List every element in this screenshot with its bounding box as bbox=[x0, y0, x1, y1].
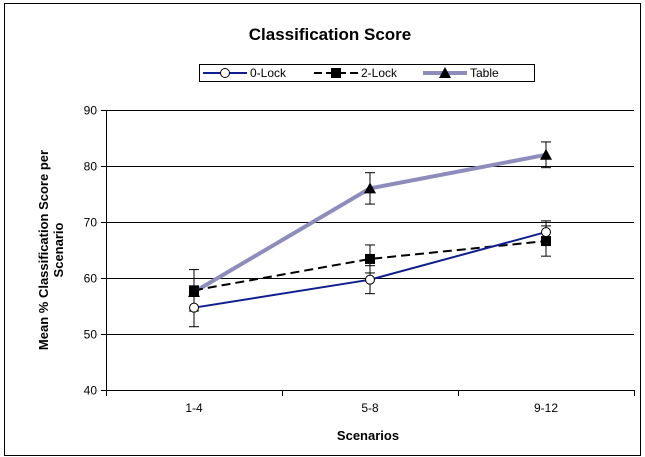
legend: 0-Lock 2-Lock Table bbox=[199, 64, 535, 82]
series-group bbox=[188, 141, 552, 328]
legend-item-table: Table bbox=[423, 66, 499, 80]
legend-box bbox=[199, 64, 535, 82]
legend-item-0-lock: 0-Lock bbox=[203, 66, 287, 80]
y-tick-labels: 40 50 60 70 80 90 bbox=[84, 104, 98, 398]
axes bbox=[101, 110, 635, 396]
legend-label-2-lock: 2-Lock bbox=[361, 66, 398, 80]
legend-label-0-lock: 0-Lock bbox=[250, 66, 287, 80]
data-point-2-lock bbox=[365, 253, 375, 264]
y-tick-label: 60 bbox=[84, 272, 98, 286]
y-tick-label: 70 bbox=[84, 216, 98, 230]
legend-item-2-lock: 2-Lock bbox=[314, 66, 398, 80]
data-point-0-lock bbox=[365, 274, 375, 285]
y-tick-label: 50 bbox=[84, 328, 98, 342]
x-tick-label: 9-12 bbox=[534, 401, 558, 415]
legend-marker-table bbox=[439, 67, 451, 78]
y-tick-label: 90 bbox=[84, 104, 98, 118]
x-tick-labels: 1-4 5-8 9-12 bbox=[185, 401, 558, 415]
legend-marker-2-lock bbox=[331, 68, 341, 78]
legend-label-table: Table bbox=[470, 66, 499, 80]
y-axis-title-line2: Scenario bbox=[51, 222, 66, 277]
chart-title: Classification Score bbox=[249, 25, 412, 44]
x-axis-title: Scenarios bbox=[337, 428, 399, 443]
x-tick-label: 1-4 bbox=[185, 401, 203, 415]
y-tick-label: 40 bbox=[84, 384, 98, 398]
y-axis-title-line1: Mean % Classification Score per bbox=[36, 150, 51, 350]
legend-marker-0-lock bbox=[220, 68, 230, 78]
series-0-lock bbox=[189, 220, 551, 328]
data-point-0-lock bbox=[189, 302, 199, 313]
data-point-0-lock bbox=[541, 227, 551, 238]
y-tick-label: 80 bbox=[84, 160, 98, 174]
data-point-table bbox=[364, 182, 376, 194]
data-point-table bbox=[540, 148, 552, 160]
x-tick-label: 5-8 bbox=[361, 401, 379, 415]
